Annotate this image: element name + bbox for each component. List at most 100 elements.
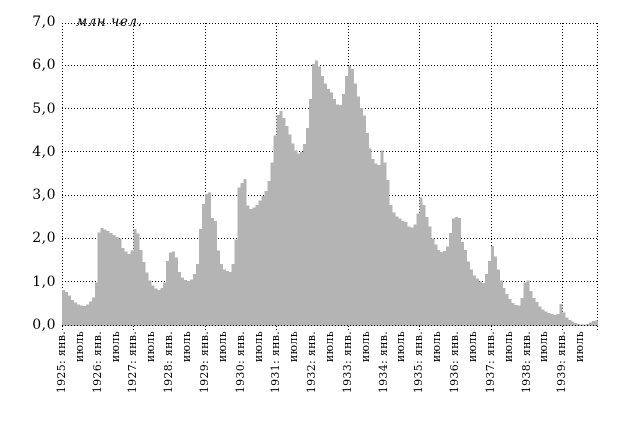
y-tick-label: 0,0 (32, 317, 56, 333)
x-tick-label: июль (430, 331, 444, 363)
y-tick-label: 3,0 (32, 187, 56, 204)
bar (484, 273, 488, 326)
x-tick-label: 1928: янв. (162, 331, 176, 394)
x-tick-label: июль (358, 331, 372, 363)
bar (356, 96, 360, 326)
bar (416, 212, 420, 326)
bar (434, 244, 438, 326)
bar (380, 149, 384, 326)
bar (121, 247, 125, 326)
bar (85, 303, 89, 326)
bar (297, 153, 301, 326)
bar (67, 295, 71, 326)
bar (383, 161, 387, 326)
bar (103, 228, 107, 326)
bar (538, 306, 542, 326)
y-tick-label: 6,0 (32, 57, 56, 74)
x-tick-label: 1937: янв. (483, 331, 497, 394)
h-gridline (62, 22, 598, 24)
bar (487, 260, 491, 326)
bar (425, 216, 429, 326)
bar (190, 278, 194, 326)
bar (213, 220, 217, 326)
bar (589, 322, 593, 326)
x-axis-tick (204, 325, 206, 332)
bar (505, 293, 509, 326)
bar (237, 186, 241, 326)
bar (97, 232, 101, 326)
x-tick-label: 1939: янв. (555, 331, 569, 394)
x-tick-label: июль (465, 331, 479, 363)
bar (318, 65, 322, 326)
bars (62, 60, 598, 326)
bar (178, 271, 182, 326)
bar (535, 301, 539, 326)
bar (145, 271, 149, 326)
bar (88, 300, 92, 326)
x-tick-label: июль (501, 331, 515, 363)
bar (395, 215, 399, 326)
v-gridline (490, 22, 492, 332)
bar (157, 289, 161, 326)
x-tick-label: июль (573, 331, 587, 363)
bar (413, 223, 417, 326)
bar (440, 251, 444, 326)
bar (559, 303, 563, 326)
bar (124, 251, 128, 326)
bar (410, 227, 414, 326)
bar (428, 225, 432, 326)
bar (118, 238, 122, 326)
bar (469, 268, 473, 326)
bar (79, 305, 83, 326)
bar (315, 60, 319, 326)
plot-area (62, 22, 598, 332)
bar (365, 132, 369, 326)
bar (62, 289, 66, 326)
bar (324, 83, 328, 326)
bar (300, 151, 304, 326)
bar (571, 321, 575, 326)
x-tick-label: 1935: янв. (412, 331, 426, 394)
x-tick-label: 1934: янв. (376, 331, 390, 394)
bar (109, 232, 113, 326)
x-axis-tick (419, 325, 421, 332)
y-tick-label: 5,0 (32, 100, 56, 117)
bar (285, 125, 289, 326)
bar (464, 249, 468, 326)
bar (91, 296, 95, 326)
bar (332, 98, 337, 326)
v-gridline (204, 22, 206, 332)
bar (344, 75, 348, 326)
bar (222, 269, 226, 326)
x-tick-label: 1936: янв. (448, 331, 462, 394)
bar (556, 313, 560, 326)
bar (225, 270, 229, 326)
bar (258, 199, 262, 326)
bar (76, 303, 80, 326)
x-axis-tick (133, 325, 135, 332)
x-tick-label: июль (108, 331, 122, 363)
bar (517, 305, 521, 326)
bar (163, 282, 167, 326)
bar (267, 180, 271, 326)
bar (547, 312, 551, 326)
bar (94, 282, 98, 326)
bar (502, 287, 506, 326)
bar (231, 263, 235, 326)
bar (306, 127, 310, 326)
bar (422, 204, 426, 326)
bar (592, 320, 596, 326)
v-gridline (419, 22, 421, 332)
bar (478, 280, 482, 326)
bar (252, 206, 256, 326)
bar (493, 256, 497, 326)
bar (142, 261, 146, 326)
x-tick-label: июль (144, 331, 158, 363)
bar (312, 63, 316, 326)
bar (377, 164, 381, 326)
bar (458, 217, 462, 326)
bar (184, 279, 188, 326)
bar (508, 298, 512, 326)
bar (216, 250, 220, 326)
